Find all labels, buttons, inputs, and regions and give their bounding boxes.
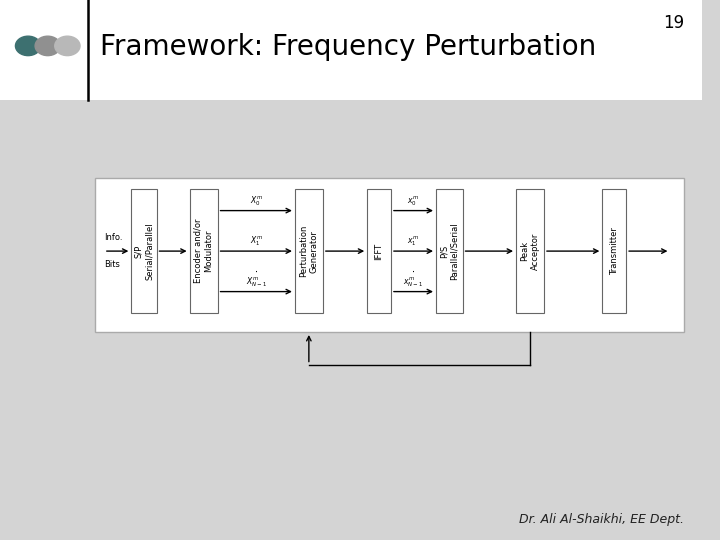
Text: P/S
Parallel/Serial: P/S Parallel/Serial <box>439 222 459 280</box>
Text: Transmitter: Transmitter <box>610 227 618 275</box>
Circle shape <box>35 36 60 56</box>
Text: $X_0^m$: $X_0^m$ <box>250 194 263 208</box>
Text: $X_{N-1}^m$: $X_{N-1}^m$ <box>246 275 266 289</box>
Bar <box>189 189 217 313</box>
Text: $x_{N-1}^m$: $x_{N-1}^m$ <box>403 275 423 289</box>
Bar <box>294 189 323 313</box>
Text: Encoder and/or
Modulator: Encoder and/or Modulator <box>194 219 213 284</box>
Bar <box>131 189 156 313</box>
Text: S/P
Serial/Parallel: S/P Serial/Parallel <box>134 222 153 280</box>
Bar <box>367 189 391 313</box>
Text: Peak
Acceptor: Peak Acceptor <box>521 232 540 270</box>
Bar <box>0 0 702 100</box>
Circle shape <box>55 36 80 56</box>
Circle shape <box>15 36 41 56</box>
Text: IFFT: IFFT <box>374 242 384 260</box>
Text: Bits: Bits <box>104 260 120 269</box>
Text: Framework: Frequency Perturbation: Framework: Frequency Perturbation <box>100 33 597 61</box>
Bar <box>516 189 544 313</box>
Text: $X_1^m$: $X_1^m$ <box>250 235 263 248</box>
Text: 19: 19 <box>663 14 685 31</box>
Bar <box>602 189 626 313</box>
Text: Perturbation
Generator: Perturbation Generator <box>300 225 318 277</box>
Text: $x_1^m$: $x_1^m$ <box>408 235 420 248</box>
Text: Dr. Ali Al-Shaikhi, EE Dept.: Dr. Ali Al-Shaikhi, EE Dept. <box>519 514 685 526</box>
Text: $\cdot$: $\cdot$ <box>411 266 415 276</box>
Bar <box>95 178 685 332</box>
Bar <box>436 189 462 313</box>
Text: $\cdot$: $\cdot$ <box>254 266 258 276</box>
Text: Info.: Info. <box>104 233 122 242</box>
Text: $x_0^m$: $x_0^m$ <box>408 194 420 208</box>
